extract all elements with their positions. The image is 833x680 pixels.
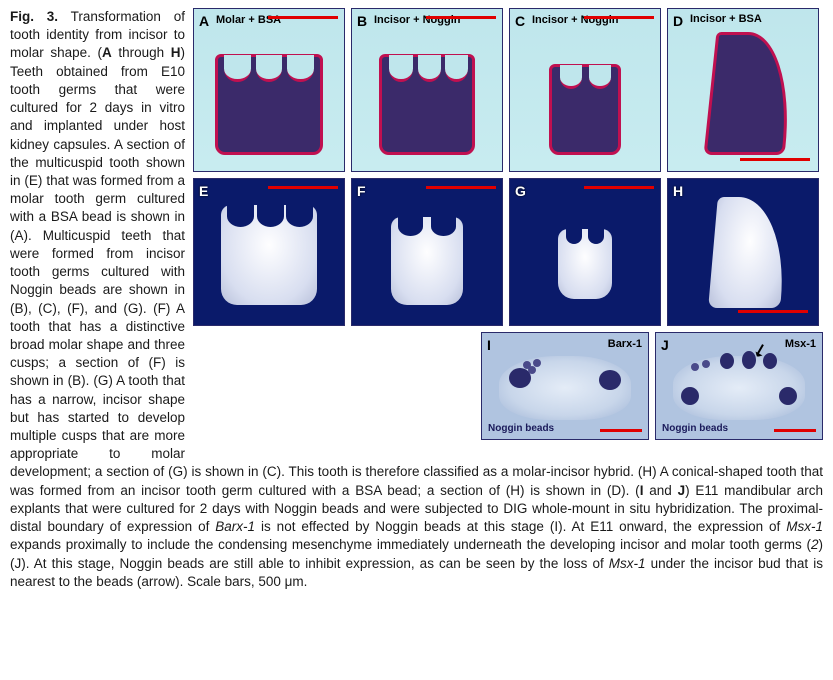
panel-letter-e: E <box>199 182 208 201</box>
caption-s1e: ) Teeth obtained from E10 tooth germs th… <box>10 45 185 260</box>
panel-i-beads: Noggin beads <box>488 422 554 436</box>
panel-letter-g: G <box>515 182 526 201</box>
panel-f: F <box>351 178 503 326</box>
scalebar-d <box>740 158 810 161</box>
figure-panels: A Molar + BSA B Incisor + Noggin <box>193 8 823 446</box>
panel-h: H <box>667 178 819 326</box>
panel-d-treatment: Incisor + BSA <box>690 13 762 25</box>
panel-letter-a: A <box>199 12 209 31</box>
mandible-i <box>499 356 632 420</box>
panel-b: B Incisor + Noggin <box>351 8 503 172</box>
tooth-whole-g <box>558 229 612 299</box>
panel-letter-c: C <box>515 12 525 31</box>
panel-j-gene: Msx-1 <box>785 337 816 352</box>
scalebar-j <box>774 429 816 432</box>
caption-s1c: through <box>112 45 171 60</box>
caption-s3d: J <box>678 483 686 498</box>
caption-s1d: H <box>171 45 181 60</box>
caption-s3j: 2 <box>811 537 819 552</box>
caption-s3f: Barx-1 <box>215 519 255 534</box>
tooth-section-d <box>704 32 798 155</box>
panel-letter-j: J <box>661 336 669 355</box>
scalebar-h <box>738 310 808 313</box>
figure-label: Fig. 3. <box>10 9 58 24</box>
caption-s3c: and <box>643 483 677 498</box>
panel-row-1: A Molar + BSA B Incisor + Noggin <box>193 8 823 172</box>
caption-s3g: is not effected by Noggin beads at this … <box>255 519 786 534</box>
panel-letter-b: B <box>357 12 367 31</box>
caption-s3i: expands proximally to include the conden… <box>10 537 811 552</box>
tooth-section-a <box>215 54 323 154</box>
caption-s3h: Msx-1 <box>786 519 823 534</box>
tooth-section-b <box>379 54 475 154</box>
panel-letter-f: F <box>357 182 366 201</box>
panel-g: G <box>509 178 661 326</box>
scalebar-a <box>268 16 338 19</box>
panel-letter-d: D <box>673 12 683 31</box>
panel-row-3: I Barx-1 Noggin beads J Msx-1 Noggin bea… <box>193 332 823 440</box>
caption-s2: incisor tooth germs cultured with Noggin… <box>10 246 185 461</box>
panel-letter-i: I <box>487 336 491 355</box>
scalebar-g <box>584 186 654 189</box>
scalebar-f <box>426 186 496 189</box>
figure-3: A Molar + BSA B Incisor + Noggin <box>10 8 823 591</box>
tooth-whole-h <box>708 197 790 308</box>
panel-a: A Molar + BSA <box>193 8 345 172</box>
tooth-whole-f <box>391 217 463 305</box>
panel-i-gene: Barx-1 <box>608 337 642 352</box>
panel-c: C Incisor + Noggin <box>509 8 661 172</box>
caption-s1b: A <box>102 45 112 60</box>
panel-j: J Msx-1 Noggin beads <box>655 332 823 440</box>
tooth-section-c <box>549 64 621 155</box>
tooth-whole-e <box>221 205 317 304</box>
mandible-j <box>673 356 806 420</box>
panel-i: I Barx-1 Noggin beads <box>481 332 649 440</box>
scalebar-i <box>600 429 642 432</box>
scalebar-b <box>426 16 496 19</box>
panel-row-2: E F G <box>193 178 823 326</box>
scalebar-e <box>268 186 338 189</box>
panel-j-beads: Noggin beads <box>662 422 728 436</box>
panel-e: E <box>193 178 345 326</box>
panel-letter-h: H <box>673 182 683 201</box>
panel-d: D Incisor + BSA <box>667 8 819 172</box>
panel-d-treatment-text: Incisor + BSA <box>690 13 762 25</box>
caption-s3l: Msx-1 <box>609 556 646 571</box>
scalebar-c <box>584 16 654 19</box>
